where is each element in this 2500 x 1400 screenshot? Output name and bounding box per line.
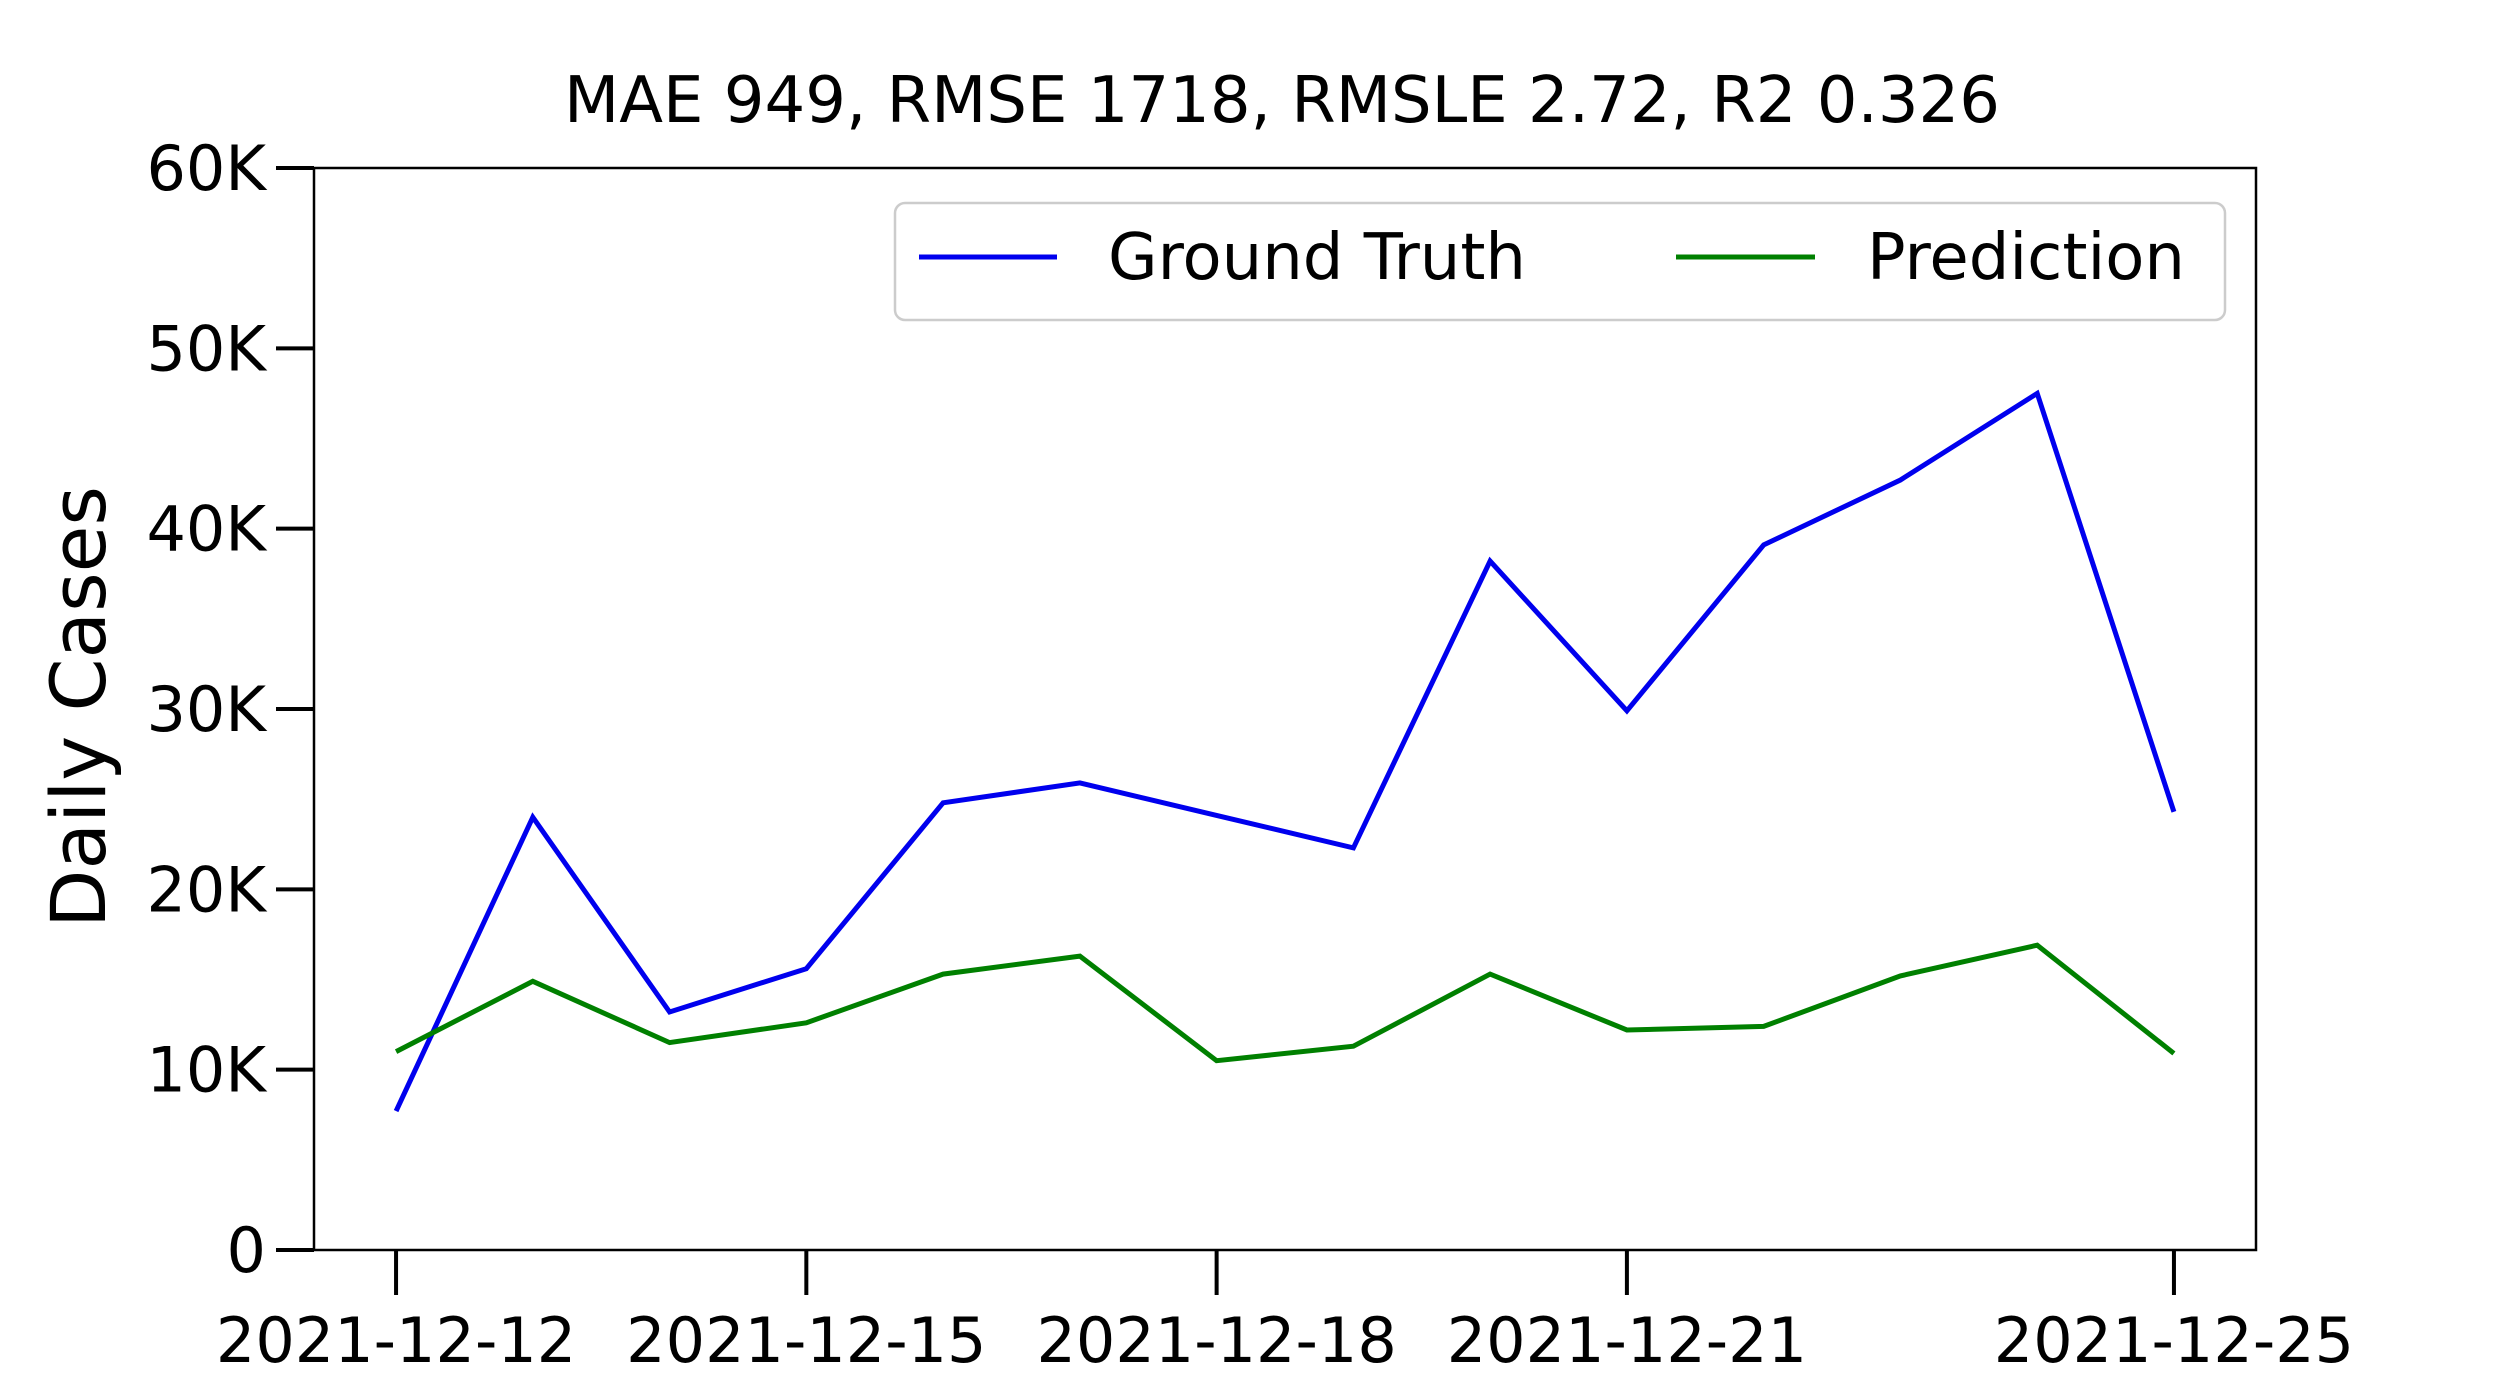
y-tick-label: 60K [146, 132, 267, 205]
y-tick-label: 10K [146, 1034, 267, 1107]
y-tick-label: 30K [146, 673, 267, 746]
y-tick-label: 50K [146, 312, 267, 385]
legend-box [893, 201, 2227, 322]
series-line-0 [393, 389, 2177, 1113]
legend-label-0: Ground Truth [1108, 221, 1526, 295]
x-tick-label: 2021-12-18 [1036, 1304, 1396, 1377]
x-tick-label: 2021-12-21 [1447, 1304, 1807, 1377]
x-tick-label: 2021-12-25 [1994, 1304, 2354, 1377]
x-tick-label: 2021-12-12 [216, 1304, 576, 1377]
y-tick-label: 40K [146, 493, 267, 566]
y-tick-label: 0 [227, 1214, 266, 1287]
y-axis: 0 10K 20K 30K 40K 50K 60K [146, 132, 314, 1287]
x-tick-label: 2021-12-15 [626, 1304, 986, 1377]
legend: Ground Truth Prediction [893, 201, 2227, 322]
y-tick-label: 20K [146, 853, 267, 926]
legend-label-1: Prediction [1867, 221, 2185, 295]
series-line-1 [394, 942, 2176, 1064]
x-axis: 2021-12-12 2021-12-15 2021-12-18 2021-12-21… [216, 1250, 2354, 1377]
y-axis-label: Daily Cases [34, 486, 123, 928]
series-layer [393, 389, 2177, 1113]
chart-title: MAE 949, RMSE 1718, RMSLE 2.72, R2 0.326 [564, 64, 2000, 138]
